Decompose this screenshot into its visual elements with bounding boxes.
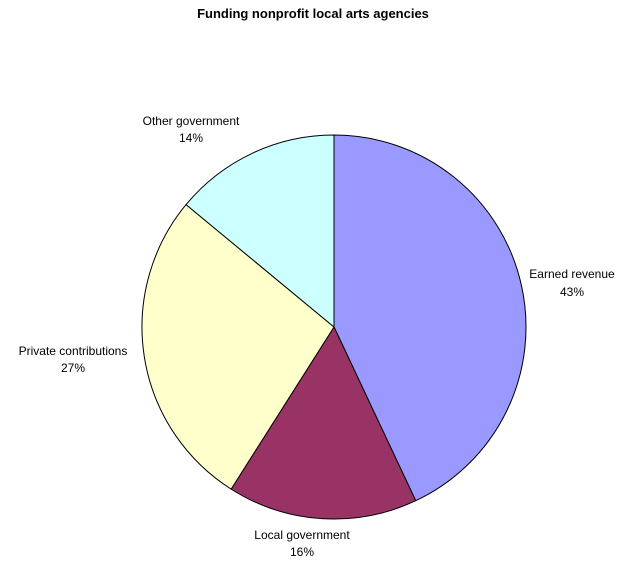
pie-slice-other-government bbox=[185, 134, 335, 329]
slice-value-label: 16% bbox=[290, 545, 314, 559]
chart-title: Funding nonprofit local arts agencies bbox=[197, 6, 429, 21]
pie-slice-local-government bbox=[230, 325, 417, 520]
slice-label: Other government bbox=[143, 114, 240, 128]
pie-slice-earned-revenue bbox=[333, 134, 527, 502]
slice-value-label: 14% bbox=[179, 131, 203, 145]
pie-slices bbox=[141, 134, 527, 520]
pie-slice-private-contributions bbox=[141, 203, 335, 490]
pie-labels: Earned revenue 43% Local government 16% Priv… bbox=[19, 114, 615, 559]
slice-label: Local government bbox=[254, 528, 350, 542]
slice-label: Private contributions bbox=[19, 344, 128, 358]
slice-value-label: 43% bbox=[560, 285, 584, 299]
slice-label: Earned revenue bbox=[529, 267, 615, 281]
slice-value-label: 27% bbox=[61, 361, 85, 375]
